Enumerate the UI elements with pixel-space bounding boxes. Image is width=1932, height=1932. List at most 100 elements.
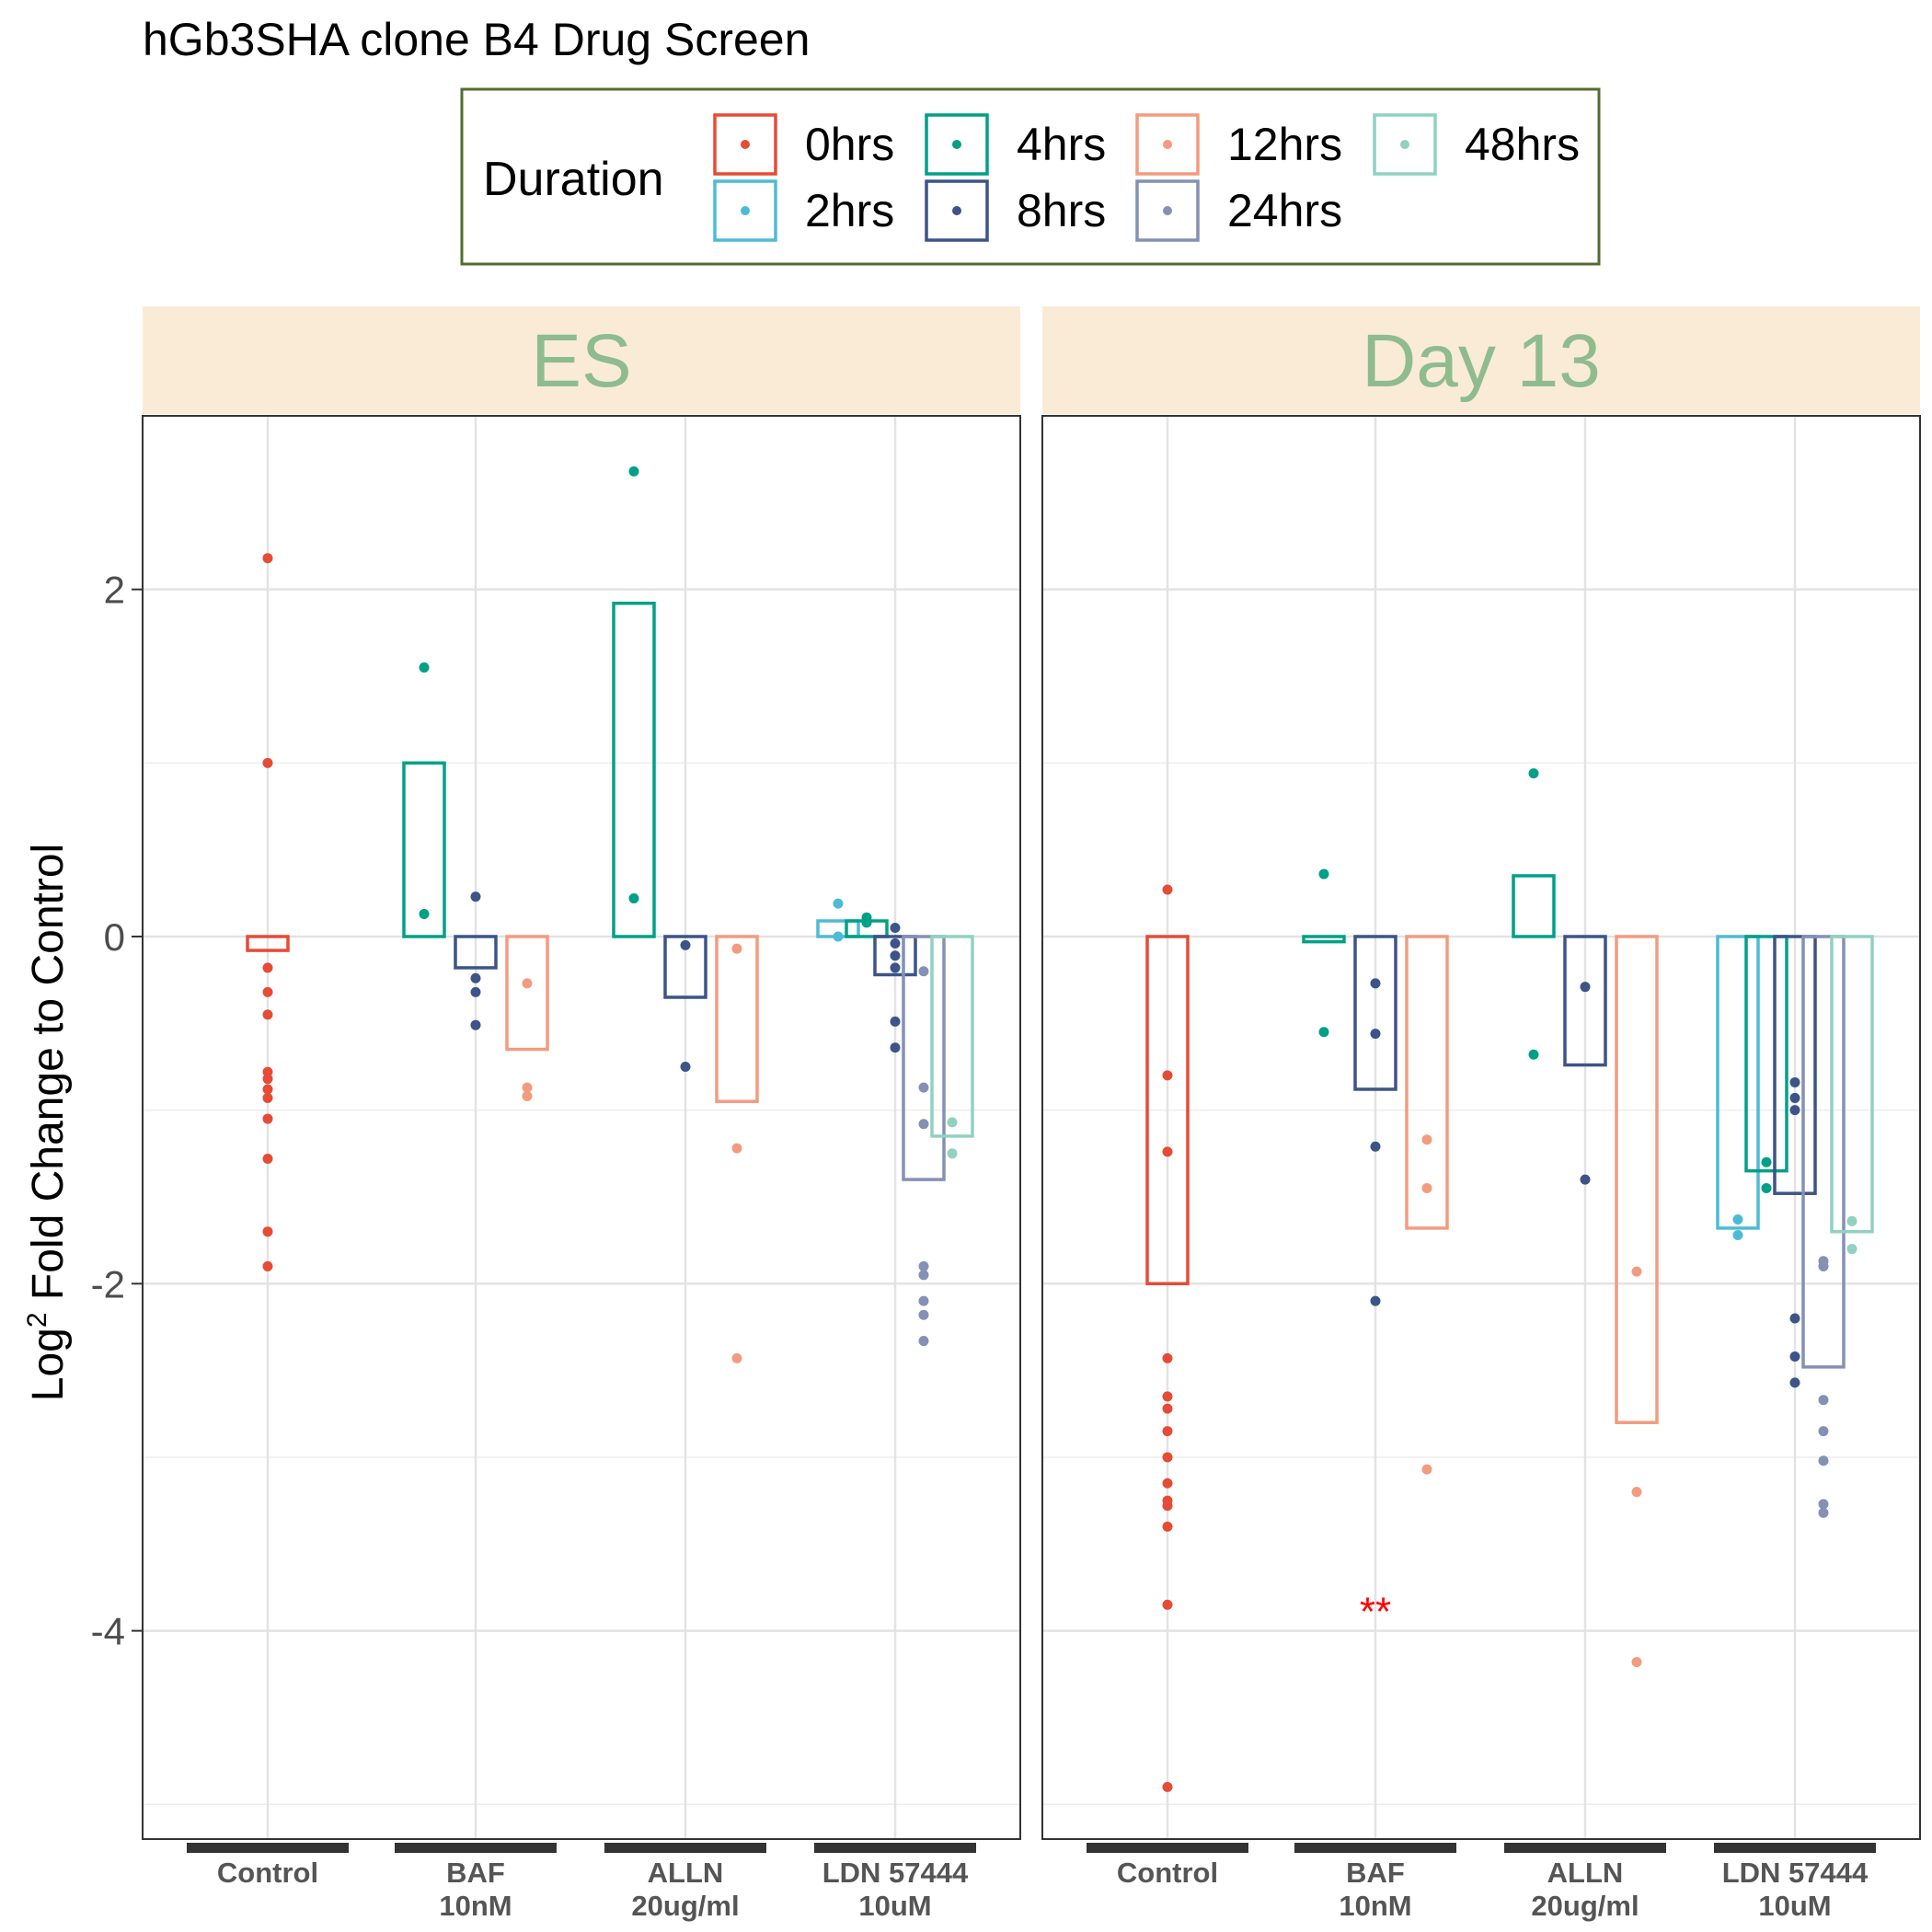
x-axis-category-bar — [395, 1843, 557, 1853]
data-point-8hrs — [470, 891, 481, 903]
data-point-24hrs — [918, 1270, 929, 1281]
significance-annotation: ** — [1360, 1589, 1391, 1634]
legend-dot-48hrs — [1400, 140, 1409, 149]
bar-2hrs — [1716, 935, 1760, 1230]
data-point-24hrs — [918, 1119, 929, 1130]
data-point-8hrs — [890, 1016, 901, 1027]
data-point-24hrs — [918, 966, 929, 977]
legend-key-12hrs — [1135, 113, 1200, 176]
data-point-4hrs — [1318, 1027, 1329, 1038]
data-point-24hrs — [1818, 1395, 1829, 1406]
data-point-8hrs — [890, 950, 901, 961]
legend-dot-12hrs — [1163, 140, 1172, 149]
legend-dot-0hrs — [741, 140, 750, 149]
legend-label-8hrs: 8hrs — [1017, 185, 1106, 236]
data-point-2hrs — [833, 898, 844, 909]
data-point-0hrs — [1162, 1391, 1173, 1402]
x-axis-category-bar — [187, 1843, 349, 1853]
legend-dot-8hrs — [952, 206, 961, 215]
bar-8hrs — [1773, 935, 1817, 1195]
data-point-12hrs — [731, 1352, 742, 1363]
panel-strip — [1042, 306, 1920, 414]
legend-entries: 0hrs 4hrs 12hrs 48hrs 2hrs 8hrs 24hrs — [713, 113, 1580, 242]
data-point-4hrs — [1528, 1049, 1539, 1060]
legend-label-12hrs: 12hrs — [1227, 119, 1342, 170]
data-point-0hrs — [262, 1113, 273, 1124]
bar-24hrs — [1801, 935, 1846, 1369]
data-point-12hrs — [522, 978, 533, 989]
data-point-0hrs — [1162, 1352, 1173, 1363]
data-point-4hrs — [628, 466, 639, 477]
bar-8hrs — [663, 935, 707, 999]
data-point-8hrs — [1580, 982, 1591, 993]
data-point-0hrs — [1162, 1599, 1173, 1610]
bar-48hrs — [1830, 935, 1874, 1234]
bar-8hrs — [1563, 935, 1607, 1067]
x-tick-label-line2: 20ug/ml — [631, 1890, 739, 1922]
data-point-4hrs — [861, 917, 872, 928]
data-point-12hrs — [1631, 1487, 1642, 1498]
data-point-0hrs — [262, 962, 273, 973]
bar-48hrs — [930, 935, 974, 1138]
data-point-8hrs — [1789, 1105, 1800, 1116]
data-point-8hrs — [890, 962, 901, 973]
data-point-4hrs — [628, 892, 639, 903]
x-tick-label: LDN 57444 — [1722, 1857, 1869, 1889]
data-point-0hrs — [262, 1074, 273, 1085]
data-point-8hrs — [680, 1061, 691, 1072]
data-point-12hrs — [1421, 1183, 1432, 1194]
legend-dot-2hrs — [741, 206, 750, 215]
data-point-2hrs — [833, 931, 844, 942]
x-axis-category-bar — [1714, 1843, 1876, 1853]
legend-title: Duration — [483, 153, 664, 206]
bar-4hrs — [1744, 935, 1788, 1173]
data-point-8hrs — [470, 986, 481, 997]
data-point-0hrs — [1162, 1070, 1173, 1081]
x-tick-label: Control — [217, 1857, 318, 1889]
data-point-0hrs — [1162, 1478, 1173, 1489]
panel-border — [1041, 415, 1921, 1840]
data-point-12hrs — [731, 943, 742, 954]
data-point-2hrs — [1732, 1213, 1743, 1225]
panel-strip-label: Day 13 — [1362, 319, 1601, 403]
data-point-8hrs — [890, 923, 901, 934]
data-point-24hrs — [918, 1309, 929, 1320]
data-point-0hrs — [1162, 1403, 1173, 1414]
bar-12hrs — [1615, 935, 1659, 1424]
bar-4hrs — [612, 602, 656, 938]
panel-strip-label: ES — [531, 319, 631, 403]
legend-dot-4hrs — [952, 140, 961, 149]
x-tick-label-line2: 10nM — [1339, 1890, 1411, 1922]
legend-label-48hrs: 48hrs — [1465, 119, 1580, 170]
data-point-12hrs — [522, 1082, 533, 1093]
data-point-24hrs — [918, 1082, 929, 1093]
x-tick-label-line2: 10uM — [858, 1890, 931, 1922]
legend-key-48hrs — [1373, 113, 1437, 176]
chart-title: hGb3SHA clone B4 Drug Screen — [143, 14, 810, 65]
data-point-24hrs — [1818, 1426, 1829, 1437]
bar-12hrs — [505, 935, 549, 1052]
data-point-12hrs — [1631, 1266, 1642, 1277]
data-point-0hrs — [1162, 884, 1173, 895]
panel-strip — [143, 306, 1020, 414]
data-point-24hrs — [918, 1336, 929, 1347]
data-point-8hrs — [470, 972, 481, 983]
data-point-0hrs — [1162, 1426, 1173, 1437]
data-point-12hrs — [1421, 1464, 1432, 1475]
legend-label-24hrs: 24hrs — [1227, 185, 1342, 236]
bar-12hrs — [715, 935, 759, 1103]
bar-0hrs — [1145, 935, 1190, 1286]
x-tick-label: ALLN — [648, 1857, 724, 1889]
y-tick-label: 2 — [104, 569, 125, 612]
legend: Duration 0hrs 4hrs 12hrs 48hrs 2hrs 8hrs 24hrs — [460, 87, 1601, 266]
data-point-8hrs — [1370, 1029, 1381, 1040]
data-point-8hrs — [1789, 1076, 1800, 1087]
data-point-24hrs — [1818, 1455, 1829, 1466]
data-point-0hrs — [1162, 1781, 1173, 1792]
data-point-0hrs — [262, 1226, 273, 1237]
data-point-4hrs — [419, 908, 430, 919]
bar-8hrs — [873, 935, 917, 977]
